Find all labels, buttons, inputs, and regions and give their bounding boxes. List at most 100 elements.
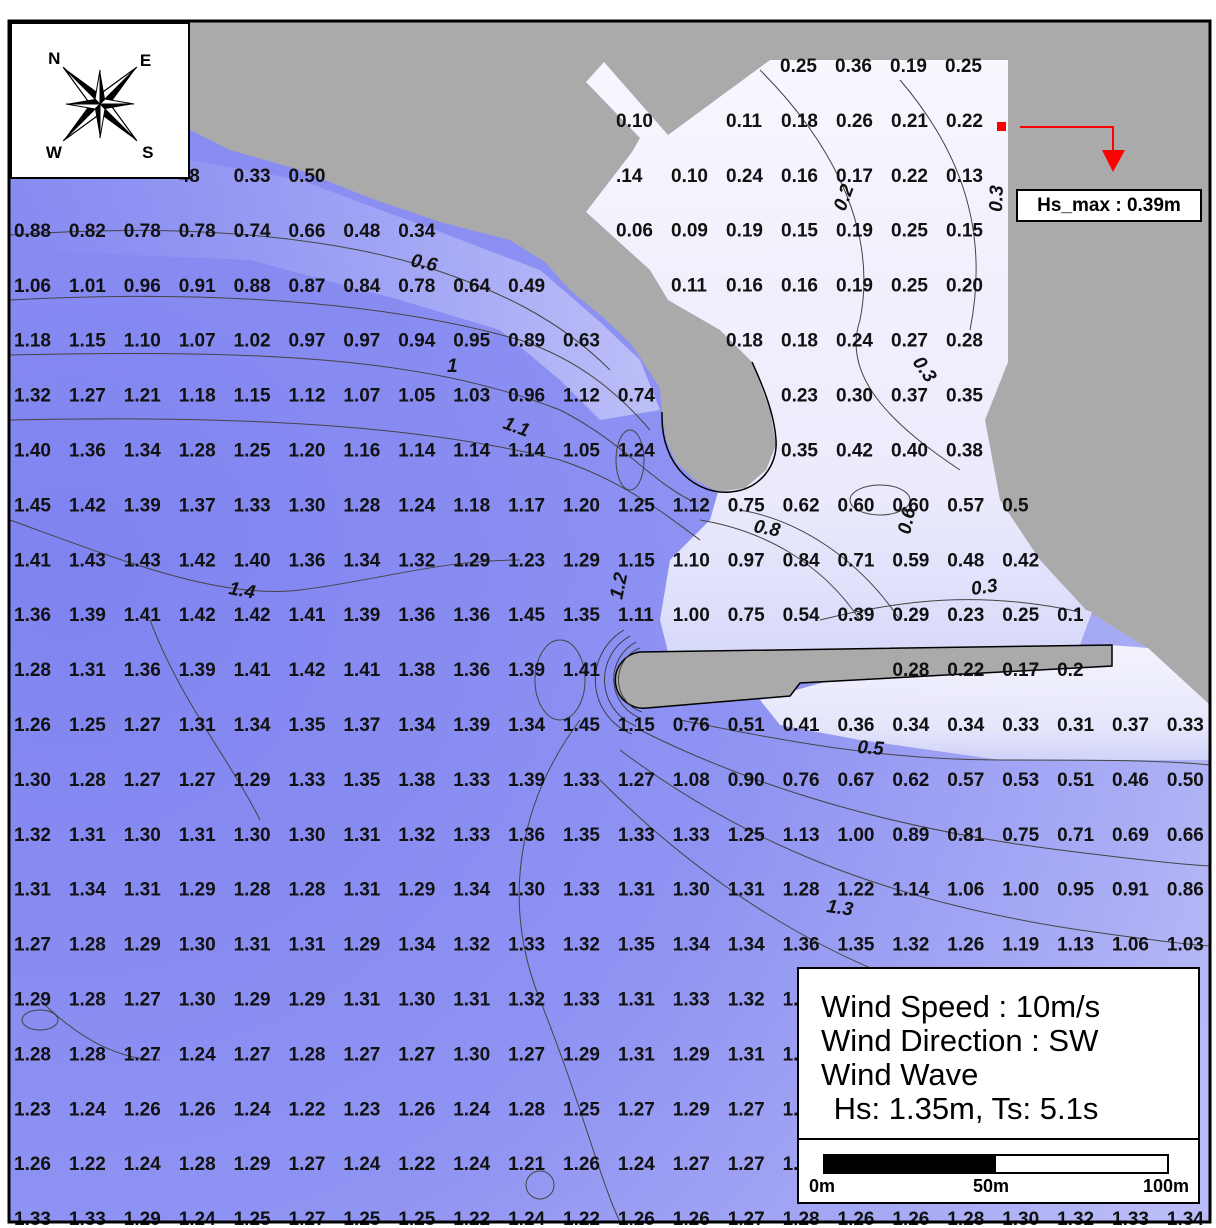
wave-height-value: 1.27 <box>69 386 106 407</box>
wave-height-value: 1.30 <box>289 825 326 846</box>
wave-height-value: 1.24 <box>618 1154 655 1175</box>
wave-height-value: 1.28 <box>783 880 820 901</box>
wave-height-value: 1.35 <box>618 935 655 956</box>
wave-height-value: 1.32 <box>1057 1209 1094 1228</box>
wave-height-value: 0.95 <box>1057 880 1094 901</box>
wave-height-value: 1.24 <box>69 1099 106 1120</box>
harbour-wave-height-value: 0.20 <box>946 276 983 297</box>
wave-height-value: 0.54 <box>783 605 820 626</box>
wave-height-value: 1.34 <box>508 715 545 736</box>
wave-height-value: 1.27 <box>179 770 216 791</box>
wave-height-value: 1.36 <box>508 825 545 846</box>
wave-height-value: 1.25 <box>728 825 765 846</box>
harbour-wave-height-value: 0.17 <box>836 166 873 187</box>
hs-max-marker <box>997 122 1006 131</box>
wave-height-value: 0.17 <box>1002 660 1039 681</box>
wave-height-value: 1.29 <box>234 990 271 1011</box>
wave-height-value: 1.24 <box>234 1099 271 1120</box>
wave-height-value: 1.29 <box>289 990 326 1011</box>
wave-height-value: 1.22 <box>453 1209 490 1228</box>
contour-label: 1 <box>447 356 458 377</box>
scale-segment-dark <box>825 1156 996 1172</box>
wave-height-value: 1.31 <box>124 880 161 901</box>
contour-label: 0.3 <box>986 185 1008 213</box>
harbour-wave-height-value: 0.28 <box>946 331 983 352</box>
harbour-wave-height-value: 0.21 <box>891 111 928 132</box>
wave-height-value: 0.87 <box>289 276 326 297</box>
wave-height-value: 1.18 <box>453 495 490 516</box>
wave-height-value: 1.26 <box>947 935 984 956</box>
compass-letter-s: S <box>142 143 153 162</box>
wave-height-value: 1.27 <box>398 1044 435 1065</box>
wave-height-value: 1.14 <box>398 441 435 462</box>
wave-height-value: 1.29 <box>398 880 435 901</box>
wave-height-value: 1.11 <box>618 605 654 626</box>
wave-height-value: 1. <box>783 1099 799 1120</box>
hs-max-label: Hs_max : 0.39m <box>1016 189 1202 222</box>
wave-height-value: 1.28 <box>343 495 380 516</box>
wave-height-value: 0.1 <box>1057 605 1084 626</box>
wave-height-value: 1.12 <box>563 386 600 407</box>
wave-height-value: 0.2 <box>1057 660 1083 681</box>
wave-height-value: 1.31 <box>343 990 380 1011</box>
wave-height-value: 0.75 <box>728 495 765 516</box>
wave-height-value: 1.34 <box>1167 1209 1204 1228</box>
wave-height-value: 1.32 <box>563 935 600 956</box>
wave-height-value: 1.06 <box>1112 935 1149 956</box>
wave-height-value: 0.34 <box>892 715 929 736</box>
wave-height-value: 1.32 <box>14 386 51 407</box>
harbour-wave-height-value: 0.22 <box>891 166 928 187</box>
harbour-wave-height-value: 0.16 <box>781 276 818 297</box>
wave-height-value: 1.40 <box>234 550 271 571</box>
wave-height-value: 1.36 <box>124 660 161 681</box>
wave-height-value: 1.31 <box>69 825 106 846</box>
wave-height-value: 0.91 <box>179 276 216 297</box>
wave-height-value: 1.29 <box>234 770 271 791</box>
wave-height-value: 1.34 <box>343 550 380 571</box>
wave-height-value: 1.36 <box>69 441 106 462</box>
wave-height-value: 1.23 <box>14 1099 51 1120</box>
wave-height-value: 1.30 <box>508 880 545 901</box>
harbour-wave-height-value: 0.10 <box>671 166 708 187</box>
wave-height-value: 1.10 <box>124 331 161 352</box>
wave-height-value: 1.31 <box>618 990 655 1011</box>
wave-height-value: 1.32 <box>728 990 765 1011</box>
wave-height-value: 1.18 <box>179 386 216 407</box>
wave-height-value: 0.71 <box>1057 825 1094 846</box>
wave-height-value: 0.33 <box>1002 715 1039 736</box>
wave-height-value: 0.57 <box>947 770 984 791</box>
wave-height-value: 1.34 <box>453 880 490 901</box>
wave-height-value: 0.84 <box>343 276 380 297</box>
wave-height-value: 1.10 <box>673 550 710 571</box>
wave-height-value: 0.97 <box>343 331 380 352</box>
wave-height-value: 1.36 <box>783 935 820 956</box>
wave-height-value: 1.27 <box>618 770 655 791</box>
wave-height-value: 0.50 <box>1167 770 1204 791</box>
wave-height-value: 1.35 <box>563 605 600 626</box>
wave-height-value: 1.27 <box>289 1209 326 1228</box>
wave-height-value: 0.28 <box>892 660 929 681</box>
wave-height-value: 1.33 <box>618 825 655 846</box>
contour-label: 0.5 <box>857 737 885 760</box>
wave-height-value: 1.26 <box>14 1154 51 1175</box>
wave-height-value: 1.26 <box>838 1209 875 1228</box>
wave-height-value: 1.33 <box>508 935 545 956</box>
wave-height-value: 1.34 <box>728 935 765 956</box>
wave-height-value: 1.27 <box>124 990 161 1011</box>
wave-height-value: 1.29 <box>14 990 51 1011</box>
wave-height-value: 1.28 <box>14 1044 51 1065</box>
wave-height-value: 1.34 <box>234 715 271 736</box>
harbour-wave-height-value: 0.11 <box>671 276 707 297</box>
wave-height-value: 0.51 <box>1057 770 1094 791</box>
wave-height-value: 1.28 <box>234 880 271 901</box>
wave-height-value: 0.88 <box>234 276 271 297</box>
compass-letter-w: W <box>46 143 63 162</box>
wave-height-value: 1.27 <box>508 1044 545 1065</box>
wave-height-value: 0.66 <box>289 221 326 242</box>
wave-height-value: 1.36 <box>14 605 51 626</box>
wave-height-value: 1.24 <box>124 1154 161 1175</box>
wave-height-value: 0.42 <box>1002 550 1039 571</box>
wave-height-value: 0.97 <box>728 550 765 571</box>
wave-height-value: 0.63 <box>563 331 600 352</box>
